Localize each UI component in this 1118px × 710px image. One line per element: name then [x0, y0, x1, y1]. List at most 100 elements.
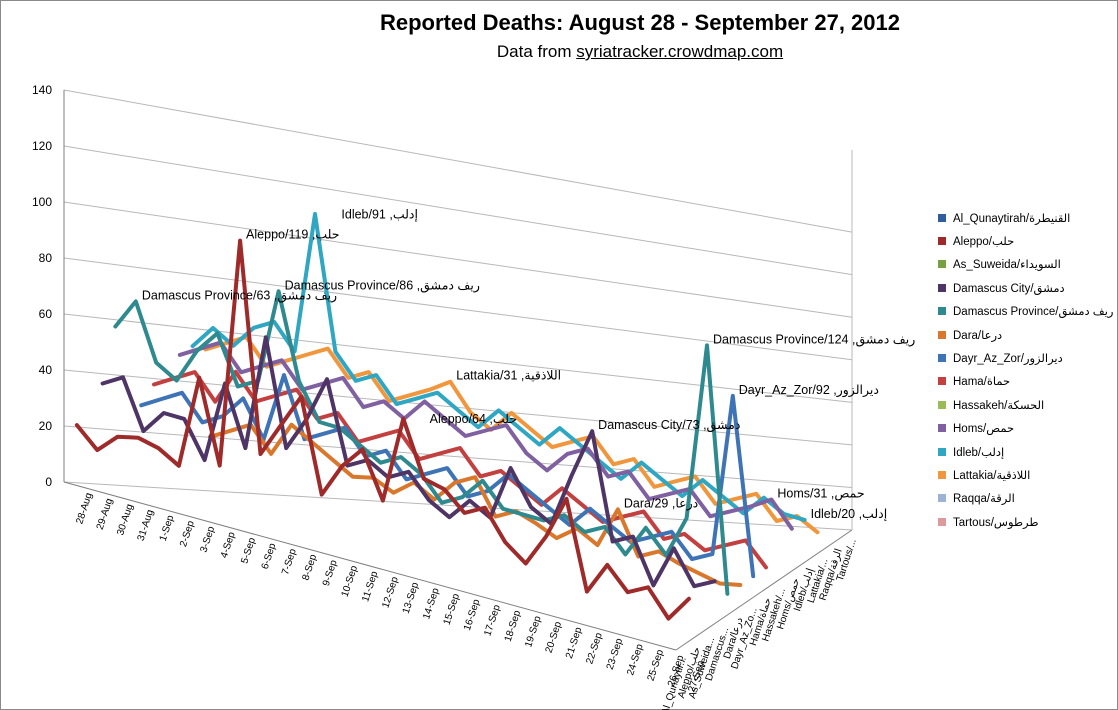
legend-swatch [938, 307, 946, 316]
x-tick-label: 22-Sep [584, 631, 605, 665]
x-tick-label: 24-Sep [625, 642, 646, 676]
y-tick-labels: 0 20 40 60 80 100 120 140 [32, 83, 52, 489]
legend-swatch [938, 213, 946, 222]
data-label: Aleppo/119 ,حلب [246, 228, 339, 242]
chart-subtitle: Data from syriatracker.crowdmap.com [300, 42, 980, 62]
legend-item: Lattakia/اللاذقية [938, 463, 1114, 486]
legend-swatch [938, 283, 946, 292]
gridline-120 [63, 145, 853, 276]
gridline-80 [63, 257, 853, 361]
x-tick-label: 31-Aug [136, 508, 156, 542]
legend-swatch [938, 424, 946, 433]
legend-swatch [938, 494, 946, 503]
legend-label: Tartous/طرطوس [953, 516, 1039, 529]
data-label: Aleppo/64 ,حلب [430, 412, 517, 426]
x-tick-label: 6-Sep [260, 542, 279, 571]
x-tick-label: 13-Sep [401, 581, 422, 615]
y-tick-label: 60 [39, 307, 53, 321]
legend-label: Dayr_Az_Zor/ديرالزور [953, 353, 1063, 366]
y-tick-label: 120 [32, 139, 52, 153]
legend-label: Al_Qunaytirah/القنيطرة [953, 212, 1071, 225]
x-tick-label: 14-Sep [421, 586, 442, 620]
x-tick-label: 10-Sep [340, 564, 361, 598]
legend: Al_Qunaytirah/القنيطرة Aleppo/حلب As_Suwei… [938, 206, 1114, 533]
data-label: Damascus City/73 ,دمشق [598, 418, 740, 433]
legend-item: Hassakeh/الحسكة [938, 393, 1114, 416]
x-tick-label: 12-Sep [380, 575, 401, 609]
y-tick-label: 20 [39, 419, 53, 433]
legend-item: Al_Qunaytirah/القنيطرة [938, 206, 1114, 229]
legend-item: Dayr_Az_Zor/ديرالزور [938, 346, 1114, 369]
x-tick-label: 15-Sep [442, 592, 463, 626]
series-line [203, 335, 820, 535]
legend-swatch [938, 260, 946, 269]
gridline-140 [63, 89, 853, 233]
data-label: Idleb/91 ,إدلب [341, 208, 418, 222]
x-tick-label: 16-Sep [462, 598, 483, 632]
x-tick-label: 8-Sep [301, 553, 320, 582]
y-tick-label: 0 [45, 475, 52, 489]
x-tick-label: 4-Sep [219, 530, 238, 559]
legend-swatch [938, 517, 946, 526]
x-tick-label: 11-Sep [360, 570, 380, 604]
legend-item: Damascus City/دمشق [938, 276, 1114, 299]
legend-item: Homs/حمص [938, 417, 1114, 440]
y-tick-label: 100 [32, 195, 52, 209]
data-label: Homs/31 ,حمص [777, 486, 864, 501]
gridline-100 [63, 201, 853, 318]
legend-swatch [938, 470, 946, 479]
subtitle-prefix: Data from [496, 42, 577, 61]
x-axis-line [63, 481, 677, 651]
x-tick-label: 29-Aug [95, 497, 115, 531]
data-label: Dayr_Az_Zor/92 ,ديرالزور [739, 383, 879, 398]
x-tick-label: 28-Aug [74, 492, 94, 526]
data-label: Damascus Province/124 ,ريف دمشق [713, 332, 915, 347]
data-label: Idleb/20 ,إدلب [811, 507, 888, 521]
legend-item: Damascus Province/ريف دمشق [938, 300, 1114, 323]
gridline-40 [63, 369, 853, 446]
data-label: Damascus Province/86 ,ريف دمشق [285, 278, 480, 293]
gridline-60 [63, 313, 853, 403]
x-tick-label: 3-Sep [199, 525, 218, 554]
chart-title: Reported Deaths: August 28 - September 2… [379, 10, 900, 35]
legend-label: Idleb/إدلب [953, 446, 1005, 459]
series-line [74, 238, 691, 621]
axes [63, 90, 853, 651]
legend-label: Raqqa/الرقة [953, 493, 1015, 506]
legend-swatch [938, 330, 946, 339]
legend-item: Aleppo/حلب [938, 229, 1114, 252]
legend-label: Hama/حماة [953, 376, 1011, 389]
x-tick-label: 2-Sep [178, 519, 197, 548]
depth-axis-line [675, 529, 853, 651]
x-tick-label: 9-Sep [321, 558, 340, 587]
y-tick-label: 80 [39, 251, 53, 265]
legend-item: Raqqa/الرقة [938, 487, 1114, 510]
x-tick-label: 5-Sep [239, 536, 258, 565]
x-tick-label: 17-Sep [482, 603, 503, 637]
legend-swatch [938, 237, 946, 246]
x-tick-label: 23-Sep [605, 637, 626, 671]
y-tick-label: 40 [39, 363, 53, 377]
x-tick-label: 25-Sep [646, 648, 667, 682]
depth-axis-labels: Al_Qunaytir...Aleppo/حلبAs_Suweida...Dam… [660, 538, 859, 710]
legend-label: Damascus City/دمشق [953, 282, 1065, 295]
legend-swatch [938, 400, 946, 409]
legend-item: Dara/درعا [938, 323, 1114, 346]
series-lines [74, 212, 820, 621]
gridlines [63, 89, 853, 531]
x-tick-label: 21-Sep [564, 626, 585, 660]
series-line [100, 335, 717, 589]
legend-label: Hassakeh/الحسكة [953, 399, 1045, 412]
legend-swatch [938, 354, 946, 363]
data-label: Damascus Province/63 ,ريف دمشق [142, 288, 337, 303]
source-link[interactable]: syriatracker.crowdmap.com [576, 42, 784, 61]
legend-label: Aleppo/حلب [953, 236, 1015, 249]
x-tick-label: 18-Sep [503, 609, 524, 643]
x-tick-label: 30-Aug [115, 503, 135, 537]
x-tick-label: 1-Sep [158, 514, 177, 543]
x-tick-label: 7-Sep [280, 547, 299, 576]
legend-label: Homs/حمص [953, 423, 1015, 436]
y-tick-label: 140 [32, 83, 52, 97]
